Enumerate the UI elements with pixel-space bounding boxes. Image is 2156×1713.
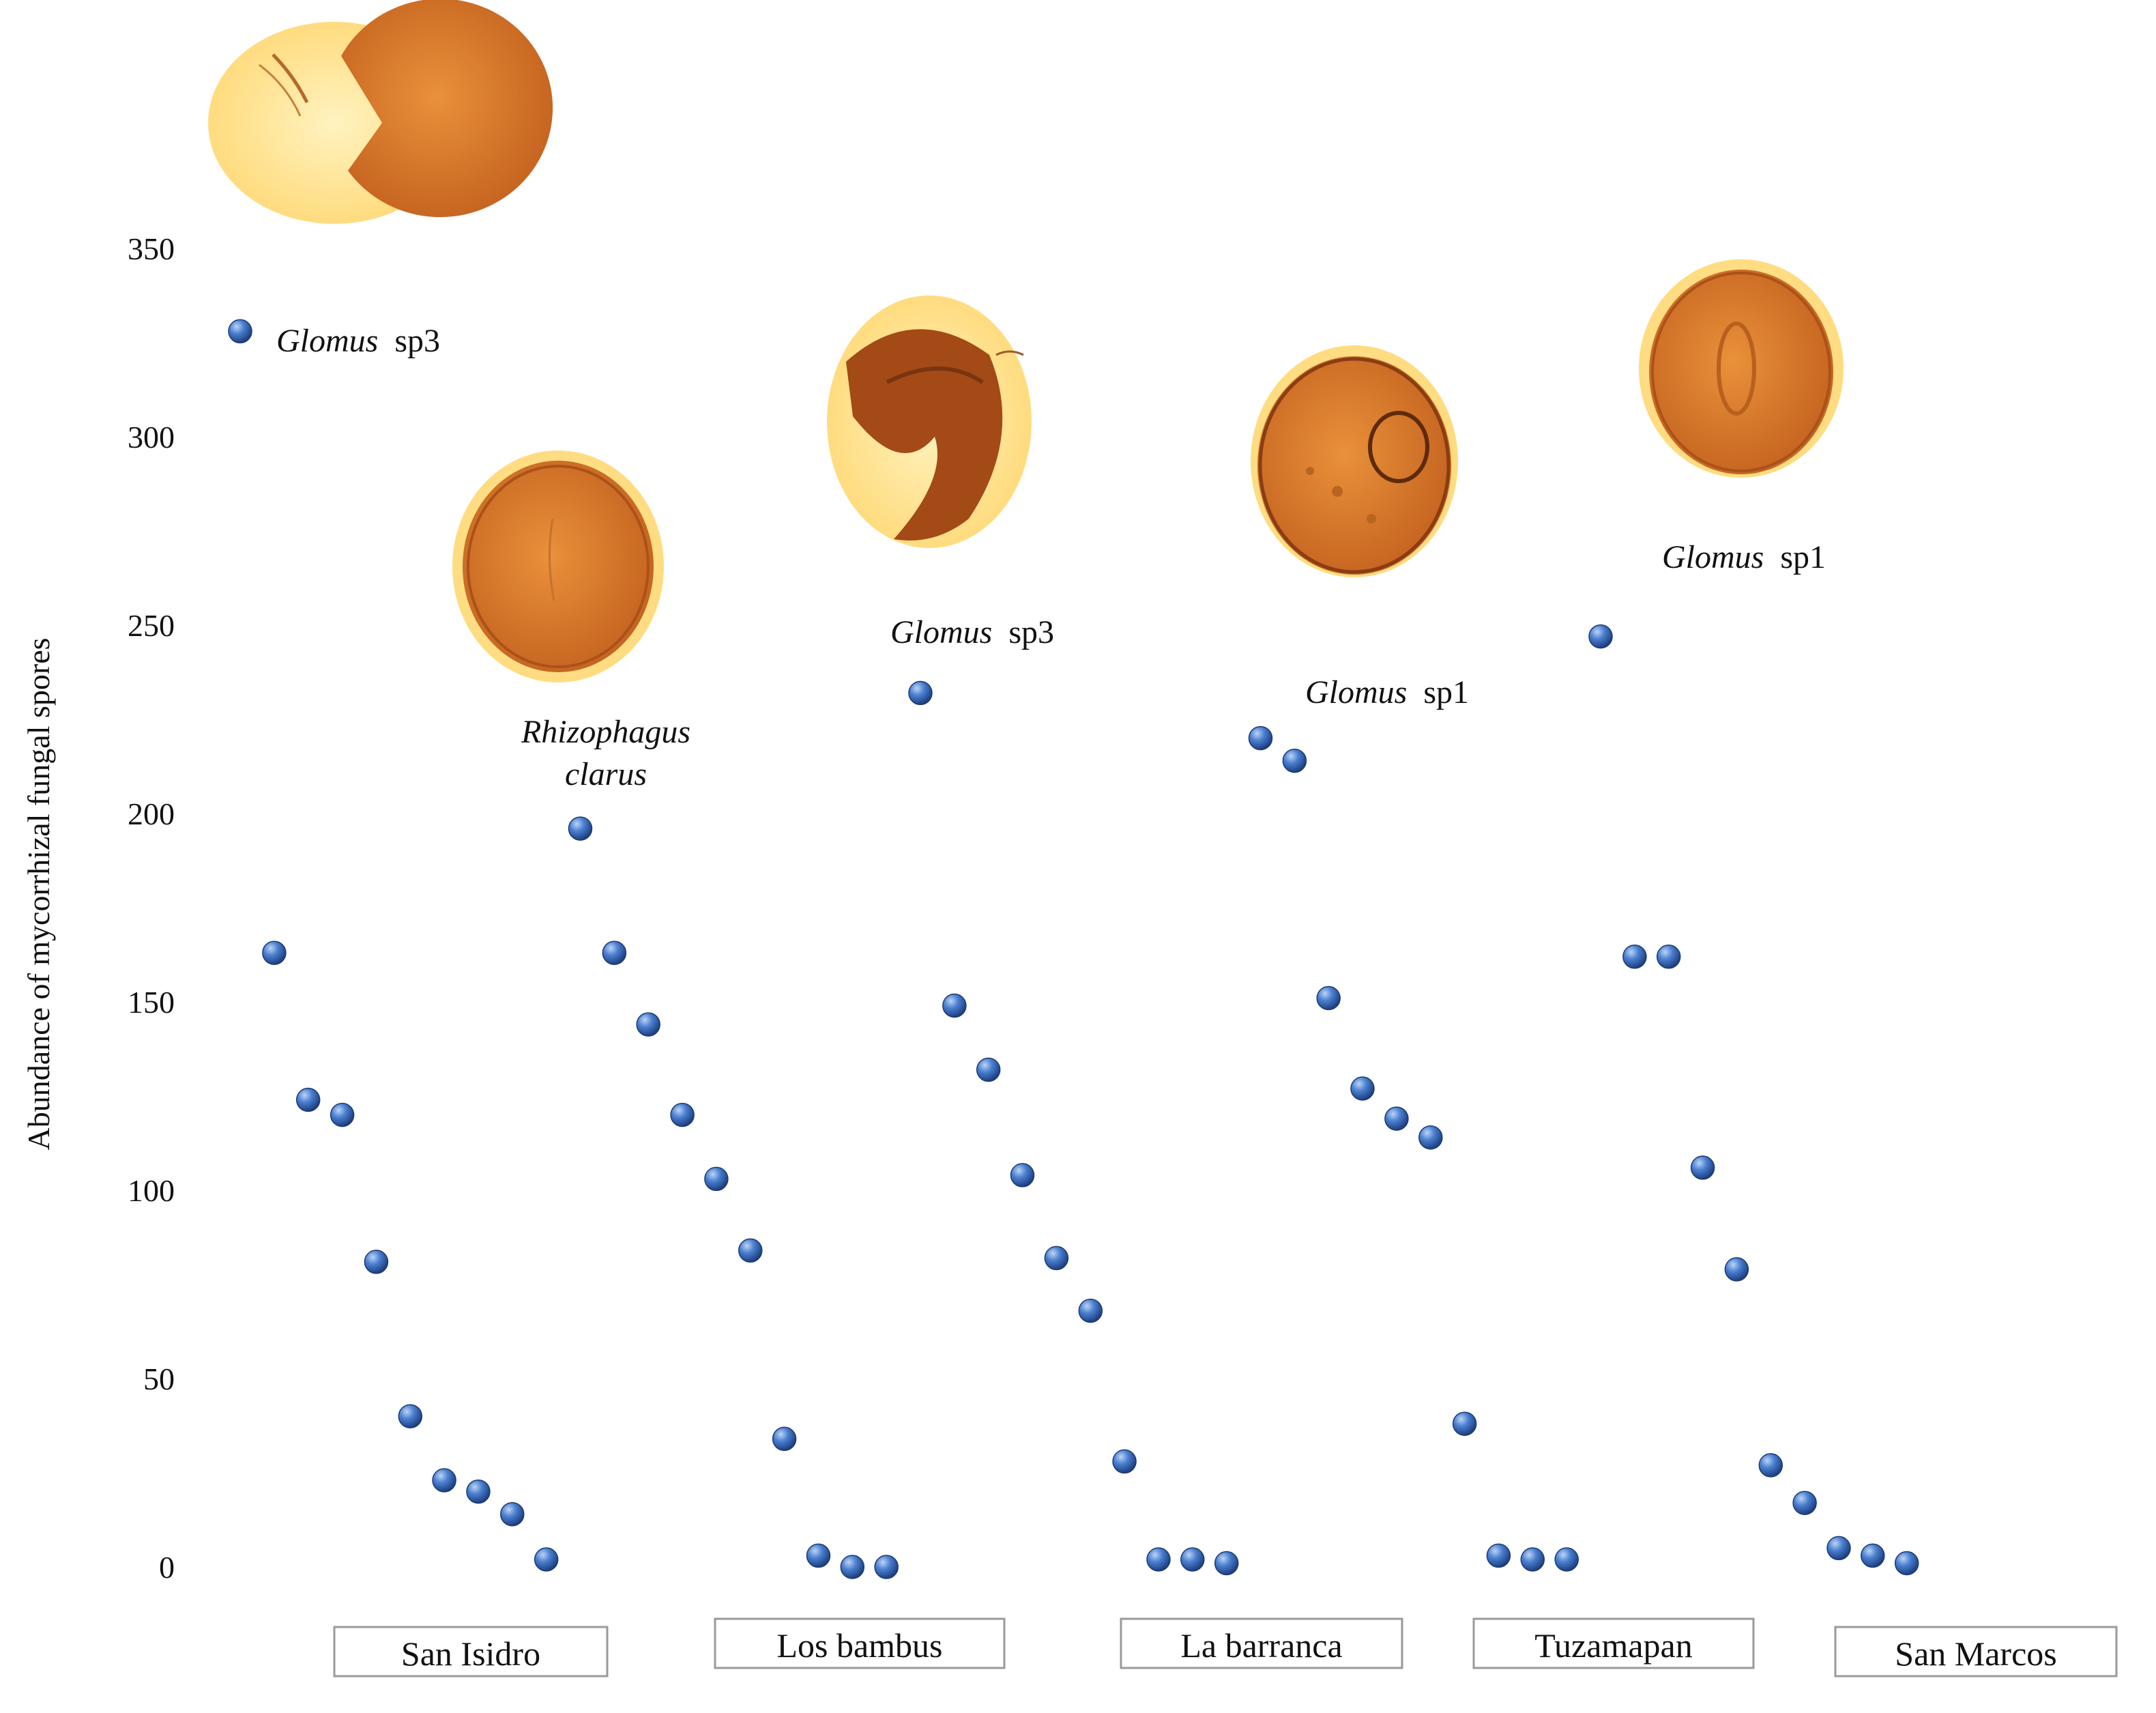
data-point: [1690, 1155, 1715, 1180]
site-label-los-bambus: Los bambus: [714, 1617, 1006, 1669]
annotation-2-species: clarus: [565, 756, 647, 792]
y-tick-label: 50: [143, 1362, 175, 1396]
data-point: [330, 1102, 355, 1127]
site-label-la-barranca: La barranca: [1120, 1617, 1403, 1669]
data-point: [874, 1555, 899, 1579]
svg-text:La barranca: La barranca: [1180, 1626, 1342, 1665]
y-tick-label: 250: [128, 608, 175, 643]
data-point: [704, 1166, 729, 1192]
data-point: [1792, 1491, 1817, 1515]
data-point: [942, 993, 967, 1018]
data-point: [1180, 1547, 1205, 1572]
data-point: [1452, 1411, 1477, 1436]
annotation-3: Glomus sp3: [890, 614, 1054, 650]
data-point: [1520, 1547, 1545, 1572]
annotation-5: Glomus sp1: [1662, 539, 1826, 575]
data-points: [228, 319, 1919, 1579]
data-point: [1248, 725, 1273, 751]
annotation-2-genus: Rhizophagus: [521, 714, 690, 750]
data-point: [534, 1547, 559, 1572]
data-point: [908, 680, 933, 706]
svg-text:Los bambus: Los bambus: [776, 1626, 942, 1665]
data-point: [1724, 1257, 1749, 1282]
site-label-san-isidro: San Isidro: [333, 1626, 609, 1678]
data-point: [398, 1404, 423, 1428]
y-tick-label: 200: [128, 796, 175, 831]
data-point: [432, 1468, 456, 1493]
site-label-tuzamapan: Tuzamapan: [1472, 1617, 1755, 1669]
data-point: [1078, 1298, 1103, 1323]
annotation-4: Glomus sp1: [1305, 674, 1469, 710]
data-point: [1146, 1547, 1171, 1572]
data-point: [1214, 1551, 1239, 1576]
data-point: [1656, 945, 1681, 969]
data-point: [1588, 624, 1613, 649]
spore-image-san-marcos: [1639, 259, 1844, 478]
y-tick-labels: 0 50 100 150 200 250 300 350: [128, 231, 175, 1585]
svg-text:San Marcos: San Marcos: [1895, 1635, 2056, 1673]
data-point: [1418, 1125, 1443, 1150]
data-point: [1826, 1536, 1851, 1561]
data-point: [1894, 1551, 1919, 1576]
spore-image-la-barranca: [827, 296, 1032, 548]
spore-image-tuzamapan: [1251, 345, 1458, 577]
data-point: [1316, 985, 1341, 1011]
y-tick-label: 100: [128, 1173, 175, 1208]
y-tick-label: 150: [128, 985, 175, 1020]
data-point: [976, 1057, 1001, 1082]
data-point: [1861, 1543, 1885, 1568]
svg-text:San Isidro: San Isidro: [401, 1635, 540, 1673]
data-point: [500, 1501, 525, 1527]
spore-image-san-isidro: [208, 0, 553, 224]
site-label-san-marcos: San Marcos: [1834, 1626, 2118, 1678]
spore-image-los-bambus: [452, 450, 664, 682]
data-point: [1112, 1449, 1137, 1474]
data-point: [602, 940, 627, 965]
data-point: [1044, 1246, 1069, 1271]
data-point: [1554, 1547, 1579, 1572]
data-point: [466, 1479, 491, 1504]
data-point: [1758, 1453, 1783, 1478]
data-point: [772, 1426, 797, 1452]
data-point: [806, 1543, 831, 1568]
data-point: [1622, 945, 1647, 969]
data-point: [1282, 748, 1307, 773]
data-point: [295, 1087, 321, 1112]
data-point: [840, 1555, 865, 1579]
data-point: [364, 1250, 389, 1274]
data-point: [1486, 1543, 1511, 1568]
y-tick-label: 0: [159, 1550, 175, 1585]
data-point: [568, 816, 593, 841]
annotation-1: Glomus sp3: [276, 323, 440, 359]
data-point: [1384, 1106, 1409, 1131]
y-axis-title: Abundance of mycorrhizal fungal spores: [21, 637, 56, 1150]
data-point: [636, 1012, 660, 1037]
y-tick-label: 300: [128, 420, 175, 455]
data-point: [1350, 1076, 1375, 1101]
data-point: [1010, 1163, 1035, 1187]
y-tick-label: 350: [128, 231, 175, 266]
data-point: [670, 1102, 695, 1127]
svg-text:Tuzamapan: Tuzamapan: [1534, 1626, 1692, 1665]
data-point: [738, 1238, 763, 1263]
data-point: [262, 940, 287, 965]
data-point: [228, 319, 252, 344]
